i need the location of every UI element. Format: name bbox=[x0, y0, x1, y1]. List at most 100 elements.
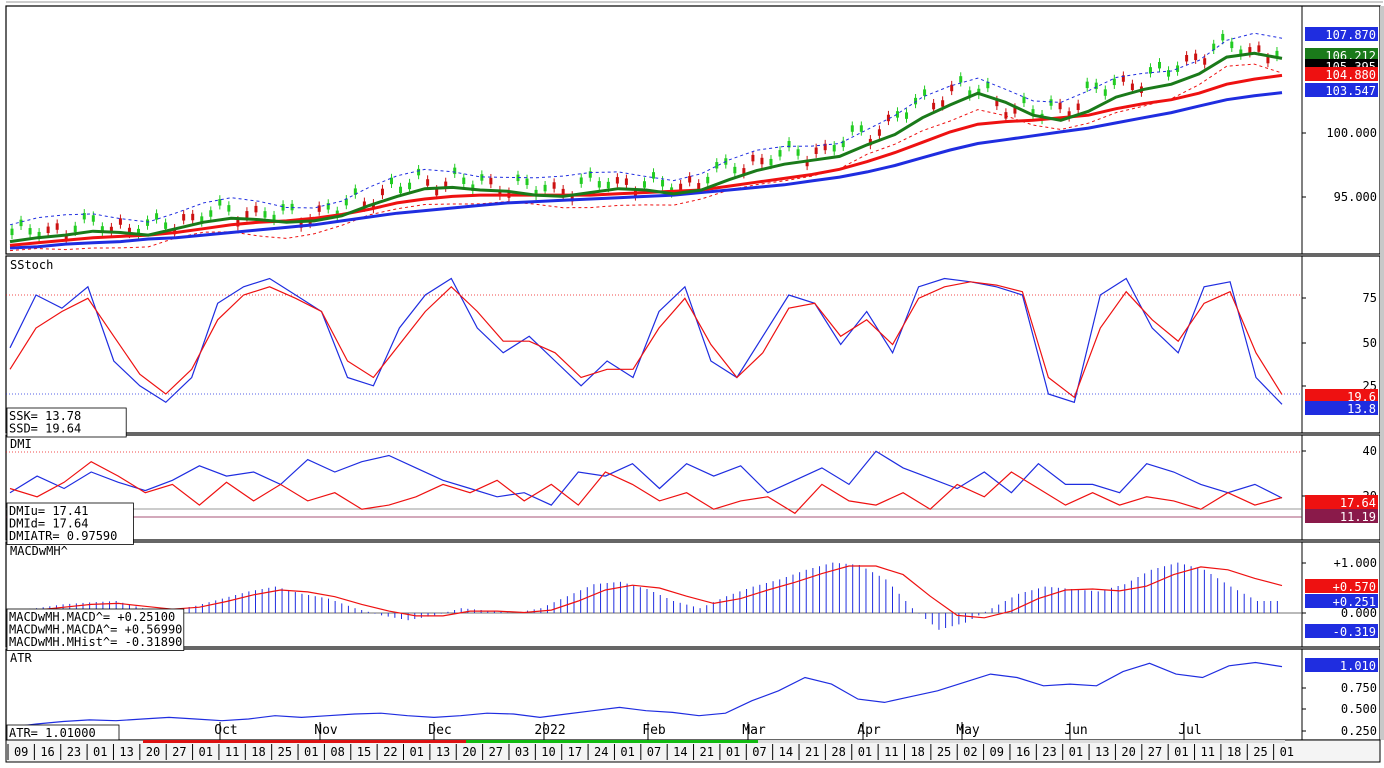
candle-body bbox=[823, 143, 827, 151]
day-label: 16 bbox=[40, 745, 54, 759]
readout-line: SSD= 19.64 bbox=[9, 422, 81, 436]
day-label: 11 bbox=[1200, 745, 1214, 759]
candle-body bbox=[661, 179, 665, 187]
readout-line: DMIu= 17.41 bbox=[9, 504, 88, 518]
candle-body bbox=[136, 228, 140, 236]
readout-line: MACDwMH.MHist^= -0.31890 bbox=[9, 635, 182, 649]
panel-title: SStoch bbox=[10, 258, 53, 272]
value-label-bg bbox=[1305, 401, 1378, 415]
candle-body bbox=[272, 214, 276, 222]
day-label: 20 bbox=[146, 745, 160, 759]
candle-body bbox=[1067, 111, 1071, 118]
dmi-down-line bbox=[9, 460, 1283, 515]
candle-body bbox=[895, 111, 899, 118]
day-label: 01 bbox=[1280, 745, 1294, 759]
candle-body bbox=[588, 171, 592, 178]
day-label: 16 bbox=[1016, 745, 1030, 759]
candle-body bbox=[769, 158, 773, 166]
candle-body bbox=[1094, 82, 1098, 90]
candle-body bbox=[1031, 109, 1035, 116]
candle-body bbox=[362, 201, 366, 208]
candle-body bbox=[679, 183, 683, 191]
candle-body bbox=[209, 210, 213, 217]
candle-body bbox=[263, 211, 267, 218]
month-band bbox=[143, 740, 466, 743]
macd-signal-line bbox=[9, 565, 1283, 619]
day-label: 01 bbox=[199, 745, 213, 759]
day-label: 01 bbox=[304, 745, 318, 759]
candle-body bbox=[742, 168, 746, 175]
candle-body bbox=[64, 234, 68, 241]
panel-frames bbox=[5, 5, 1384, 741]
readout-box bbox=[6, 608, 185, 651]
value-label: 17.64 bbox=[1340, 496, 1376, 510]
value-label: 11.19 bbox=[1340, 510, 1376, 524]
candle-body bbox=[164, 222, 168, 229]
candle-body bbox=[706, 176, 710, 184]
candle-body bbox=[489, 177, 493, 185]
day-label: 27 bbox=[172, 745, 186, 759]
value-label-bg bbox=[1305, 579, 1378, 593]
plot-area bbox=[6, 30, 1302, 728]
candle-body bbox=[760, 157, 764, 165]
value-label-bg bbox=[1305, 495, 1378, 509]
right-scrollbar[interactable] bbox=[1380, 6, 1384, 740]
candle-body bbox=[751, 154, 755, 162]
day-label: 01 bbox=[1174, 745, 1188, 759]
value-label: 107.870 bbox=[1325, 28, 1376, 42]
value-label-bg bbox=[1305, 48, 1378, 62]
day-label: 22 bbox=[383, 745, 397, 759]
readout-line: ATR= 1.01000 bbox=[9, 726, 96, 740]
value-label-bg bbox=[1305, 27, 1378, 41]
candle-body bbox=[905, 112, 909, 119]
candle-body bbox=[37, 231, 41, 239]
readout-line: DMId= 17.64 bbox=[9, 517, 88, 531]
value-label: 104.880 bbox=[1325, 68, 1376, 82]
day-label: 09 bbox=[990, 745, 1004, 759]
candle-body bbox=[46, 226, 50, 234]
candle-body bbox=[146, 219, 150, 226]
day-label: 01 bbox=[858, 745, 872, 759]
day-label: 23 bbox=[67, 745, 81, 759]
value-label: 1.010 bbox=[1340, 659, 1376, 673]
candle-body bbox=[1121, 75, 1125, 82]
ssd-line bbox=[9, 281, 1283, 399]
candle-body bbox=[1112, 78, 1116, 86]
month-label: Nov bbox=[314, 723, 338, 738]
value-label: +0.251 bbox=[1333, 595, 1376, 609]
axis-tick-label: 75 bbox=[1363, 291, 1377, 305]
day-label: 07 bbox=[752, 745, 766, 759]
candle-body bbox=[923, 89, 927, 96]
day-label: 11 bbox=[225, 745, 239, 759]
day-label: 25 bbox=[1253, 745, 1267, 759]
candle-body bbox=[814, 147, 818, 154]
value-label-bg bbox=[1305, 658, 1378, 672]
candle-body bbox=[1239, 49, 1243, 56]
candle-body bbox=[1275, 50, 1279, 58]
candle-body bbox=[100, 226, 104, 233]
trailing-stop-upper bbox=[9, 32, 1283, 226]
candle-body bbox=[642, 181, 646, 188]
month-label: Oct bbox=[214, 723, 237, 738]
candle-body bbox=[191, 213, 195, 221]
candle-body bbox=[218, 199, 222, 206]
day-label: 27 bbox=[1148, 745, 1162, 759]
candle-body bbox=[389, 177, 393, 185]
candle-body bbox=[453, 167, 457, 175]
day-label: 15 bbox=[357, 745, 371, 759]
candle-body bbox=[417, 168, 421, 176]
day-label: 21 bbox=[700, 745, 714, 759]
candle-body bbox=[1257, 45, 1261, 52]
day-label: 01 bbox=[620, 745, 634, 759]
candle-body bbox=[109, 226, 113, 234]
candle-body bbox=[941, 100, 945, 107]
day-label: 13 bbox=[119, 745, 133, 759]
day-label: 11 bbox=[884, 745, 898, 759]
candle-body bbox=[1049, 99, 1053, 106]
candle-body bbox=[1230, 41, 1234, 49]
candle-body bbox=[182, 214, 186, 221]
candle-body bbox=[353, 188, 357, 195]
